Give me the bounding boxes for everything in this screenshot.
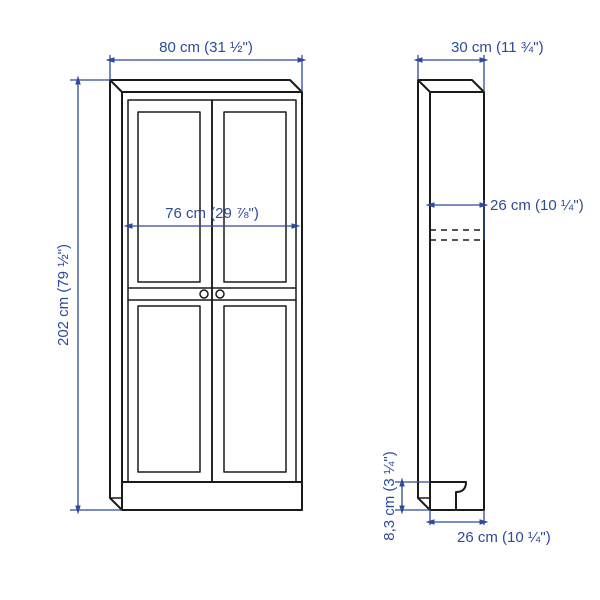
label-plinth-height: 8,3 cm (3 ¼") xyxy=(381,451,398,541)
label-depth-top: 30 cm (11 ¾") xyxy=(451,39,544,56)
label-width-inner: 76 cm (29 ⅞") xyxy=(165,205,259,222)
label-height: 202 cm (79 ½") xyxy=(55,244,72,346)
front-view xyxy=(110,80,302,510)
dimension-diagram: 80 cm (31 ½") 76 cm (29 ⅞") 202 cm (79 ½… xyxy=(0,0,600,600)
side-view xyxy=(418,80,484,510)
label-depth-shelf: 26 cm (10 ¼") xyxy=(490,197,584,214)
label-depth-bottom: 26 cm (10 ¼") xyxy=(457,529,551,546)
label-width-outer: 80 cm (31 ½") xyxy=(159,39,253,56)
dimensions: 80 cm (31 ½") 76 cm (29 ⅞") 202 cm (79 ½… xyxy=(55,39,584,546)
